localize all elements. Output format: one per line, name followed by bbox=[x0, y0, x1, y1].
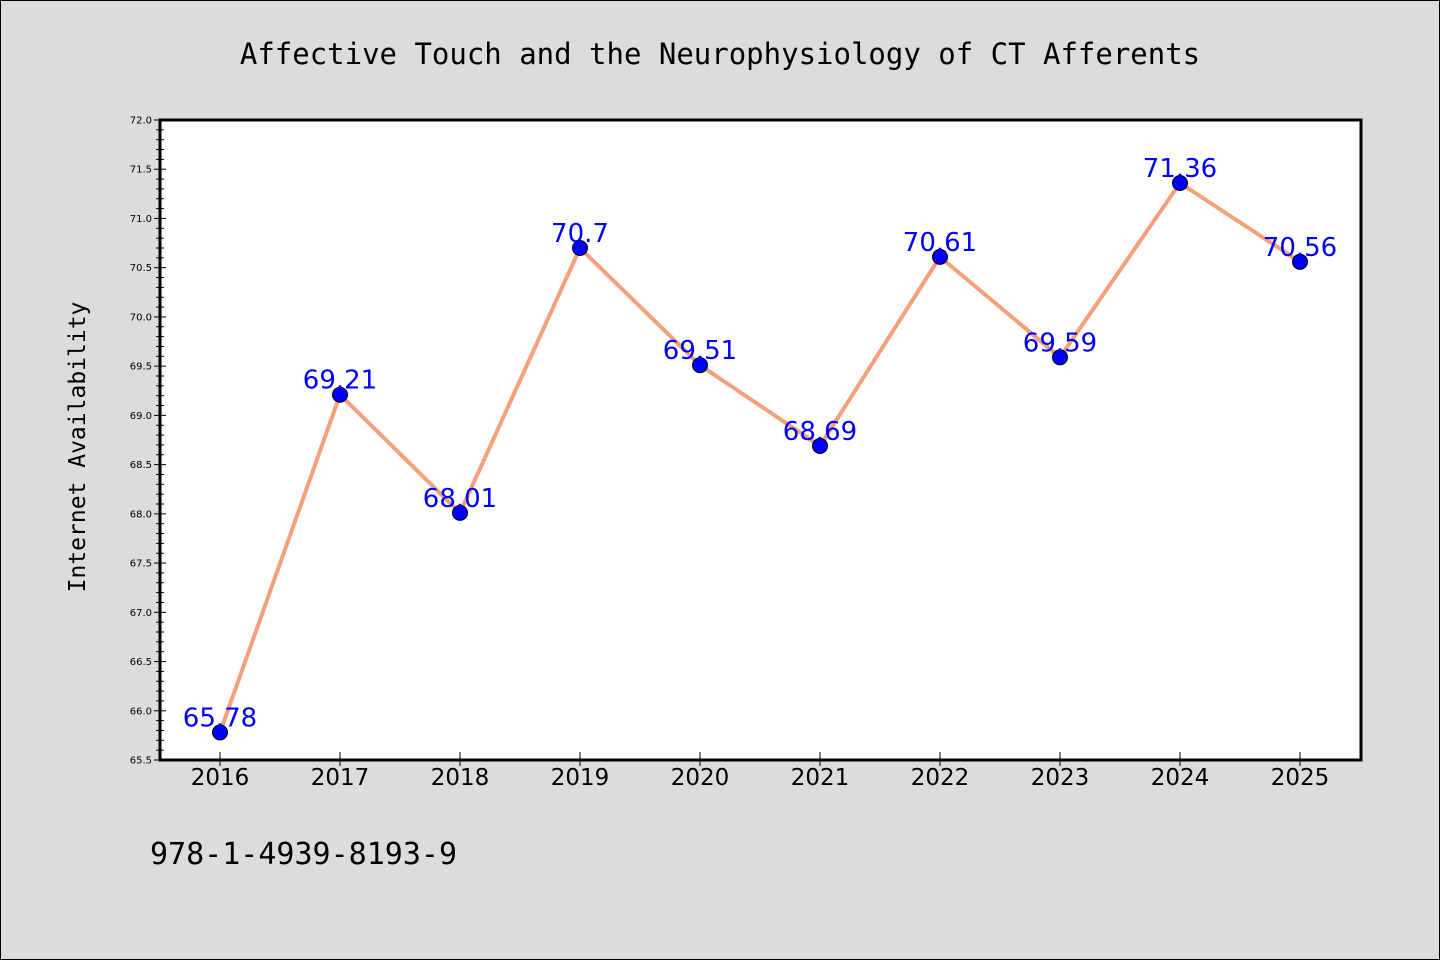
x-tick-label: 2017 bbox=[311, 765, 370, 791]
y-axis-label: Internet Availability bbox=[65, 302, 91, 593]
x-tick-label: 2021 bbox=[791, 765, 850, 791]
y-tick-label: 69.5 bbox=[130, 362, 152, 373]
data-point bbox=[1052, 349, 1068, 366]
data-label: 69.59 bbox=[1023, 328, 1097, 358]
series-layer: 65.78 69.21 68.01 70.7 69.51 68.69 70.61 69.59 7… bbox=[183, 154, 1337, 741]
data-label: 70.56 bbox=[1263, 233, 1337, 263]
chart-title: Affective Touch and the Neurophysiology … bbox=[240, 37, 1200, 71]
y-tick-label: 72.0 bbox=[130, 116, 152, 127]
y-tick-label: 68.0 bbox=[130, 509, 152, 520]
y-tick-label: 67.5 bbox=[130, 559, 152, 570]
data-point bbox=[1292, 253, 1308, 270]
x-tick-label: 2024 bbox=[1151, 765, 1210, 791]
x-tick-label: 2019 bbox=[551, 765, 610, 791]
data-point bbox=[452, 504, 468, 521]
data-point bbox=[692, 357, 708, 374]
x-tick-label: 2025 bbox=[1271, 765, 1330, 791]
x-tick-label: 2018 bbox=[431, 765, 490, 791]
y-tick-label: 68.5 bbox=[130, 460, 152, 471]
data-label: 68.01 bbox=[423, 484, 497, 514]
y-tick-label: 66.5 bbox=[130, 657, 152, 668]
data-point bbox=[812, 437, 828, 454]
y-tick-label: 65.5 bbox=[130, 756, 152, 767]
data-label: 71.36 bbox=[1143, 154, 1217, 184]
data-label: 69.51 bbox=[663, 336, 737, 366]
data-label: 70.7 bbox=[551, 219, 609, 249]
y-tick-label: 70.5 bbox=[130, 263, 152, 274]
y-tick-label: 66.0 bbox=[130, 706, 152, 717]
x-axis: 2016 2017 2018 2019 2020 2021 2022 2023 2024 2025 bbox=[191, 752, 1330, 791]
data-point bbox=[212, 724, 228, 741]
x-tick-label: 2023 bbox=[1031, 765, 1090, 791]
y-tick-label: 67.0 bbox=[130, 608, 152, 619]
data-point bbox=[932, 248, 948, 265]
y-tick-label: 69.0 bbox=[130, 411, 152, 422]
x-tick-label: 2022 bbox=[911, 765, 970, 791]
data-label: 68.69 bbox=[783, 417, 857, 447]
data-point bbox=[572, 240, 588, 256]
data-point bbox=[332, 386, 348, 403]
data-label: 69.21 bbox=[303, 366, 377, 396]
plot-area bbox=[158, 118, 1363, 762]
x-tick-label: 2016 bbox=[191, 765, 250, 791]
footnote: 978-1-4939-8193-9 bbox=[150, 837, 457, 872]
y-tick-label: 71.0 bbox=[130, 214, 152, 225]
data-label: 65.78 bbox=[183, 703, 257, 733]
series-line bbox=[218, 181, 1302, 735]
y-tick-label: 71.5 bbox=[130, 165, 152, 176]
y-tick-label: 70.0 bbox=[130, 312, 152, 323]
y-axis: 65.5 66.0 66.5 67.0 67.5 68.0 68.5 69.0 69.5 70.0… bbox=[130, 116, 166, 767]
x-tick-label: 2020 bbox=[671, 765, 730, 791]
data-label: 70.61 bbox=[903, 228, 977, 258]
data-point bbox=[1172, 175, 1188, 192]
